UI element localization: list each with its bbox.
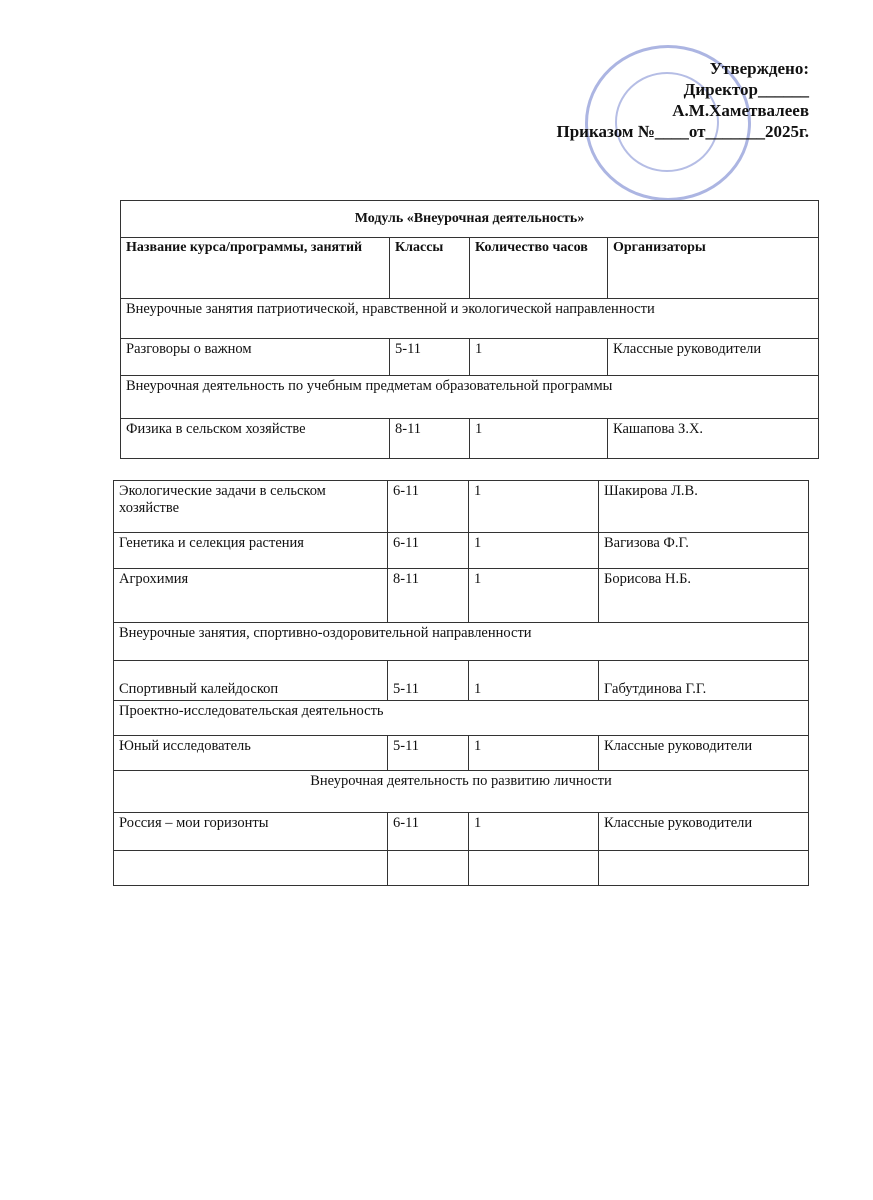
section-cell: Внеурочная деятельность по учебным предм… (119, 375, 820, 419)
data-row: Экологические задачи в сельском хозяйств… (113, 480, 809, 533)
stamp (585, 45, 751, 201)
cell: Генетика и селекция растения (113, 532, 388, 569)
cell: 1 (469, 418, 608, 459)
cell: 5-11 (387, 660, 469, 701)
cell: 8-11 (387, 568, 469, 623)
cell: Вагизова Ф.Г. (598, 532, 809, 569)
section-row: Внеурочная деятельность по учебным предм… (119, 375, 820, 419)
table-module: Модуль «Внеурочная деятельность» Название… (119, 200, 820, 459)
header-cell: Количество часов (469, 237, 608, 299)
table-title: Модуль «Внеурочная деятельность» (119, 200, 820, 238)
data-row: Агрохимия 8-11 1 Борисова Н.Б. (113, 568, 809, 623)
cell: 1 (468, 735, 599, 771)
data-row: Россия – мои горизонты 6-11 1 Классные руко… (113, 812, 809, 851)
title-row: Модуль «Внеурочная деятельность» (119, 200, 820, 238)
cell: 6-11 (387, 480, 469, 533)
approval-line: А.М.Хаметвалеев (672, 101, 809, 120)
empty-cell (468, 850, 599, 886)
section-row: Внеурочные занятия, спортивно-оздоровите… (113, 622, 809, 661)
cell: Классные руководители (598, 812, 809, 851)
cell: Габутдинова Г.Г. (598, 660, 809, 701)
approval-block: Утверждено: Директор______ А.М.Хаметвалеев… (556, 58, 809, 142)
cell: Юный исследователь (113, 735, 388, 771)
stamp-inner (615, 72, 719, 172)
data-row: Физика в сельском хозяйстве 8-11 1 Кашапова… (120, 418, 820, 459)
header-cell: Организаторы (606, 237, 820, 299)
approval-line: Приказом №____от_______2025г. (556, 122, 809, 141)
empty-row (113, 850, 809, 886)
cell: 1 (468, 812, 599, 851)
section-cell: Проектно-исследовательская деятельность (113, 700, 809, 736)
section-row: Внеурочные занятия патриотической, нравс… (119, 298, 820, 339)
cell: Спортивный калейдоскоп (113, 660, 388, 701)
table-continued: Экологические задачи в сельском хозяйств… (113, 480, 809, 886)
cell: Агрохимия (113, 568, 388, 623)
approval-line: Утверждено: (709, 59, 809, 78)
cell: 1 (468, 532, 599, 569)
header-cell: Название курса/программы, занятий (120, 237, 390, 299)
cell: 1 (468, 568, 599, 623)
cell: Кашапова З.Х. (606, 418, 820, 459)
cell: 1 (468, 660, 599, 701)
approval-line: Директор______ (683, 80, 809, 99)
cell: Классные руководители (598, 735, 809, 771)
data-row: Спортивный калейдоскоп 5-11 1 Габутдинова Г… (113, 660, 809, 701)
data-row: Юный исследователь 5-11 1 Классные руководи… (113, 735, 809, 771)
section-cell: Внеурочная деятельность по развитию личн… (113, 770, 809, 813)
cell: Экологические задачи в сельском хозяйств… (113, 480, 388, 533)
cell: Россия – мои горизонты (113, 812, 388, 851)
header-row: Название курса/программы, занятий Классы К… (120, 237, 820, 299)
header-cell: Классы (389, 237, 470, 299)
cell: 5-11 (389, 338, 470, 376)
cell: 6-11 (387, 532, 469, 569)
section-row: Проектно-исследовательская деятельность (113, 700, 809, 736)
cell: 8-11 (389, 418, 470, 459)
section-cell: Внеурочные занятия, спортивно-оздоровите… (113, 622, 809, 661)
data-row: Генетика и селекция растения 6-11 1 Вагизов… (113, 532, 809, 569)
cell: Физика в сельском хозяйстве (120, 418, 390, 459)
data-row: Разговоры о важном 5-11 1 Классные руководи… (120, 338, 820, 376)
cell: Шакирова Л.В. (598, 480, 809, 533)
empty-cell (387, 850, 469, 886)
cell: 1 (468, 480, 599, 533)
section-row: Внеурочная деятельность по развитию личн… (113, 770, 809, 813)
cell: Классные руководители (606, 338, 820, 376)
empty-cell (598, 850, 809, 886)
cell: Разговоры о важном (120, 338, 390, 376)
cell: 5-11 (387, 735, 469, 771)
cell: 6-11 (387, 812, 469, 851)
cell: 1 (469, 338, 608, 376)
empty-cell (113, 850, 388, 886)
section-cell: Внеурочные занятия патриотической, нравс… (119, 298, 820, 339)
cell: Борисова Н.Б. (598, 568, 809, 623)
